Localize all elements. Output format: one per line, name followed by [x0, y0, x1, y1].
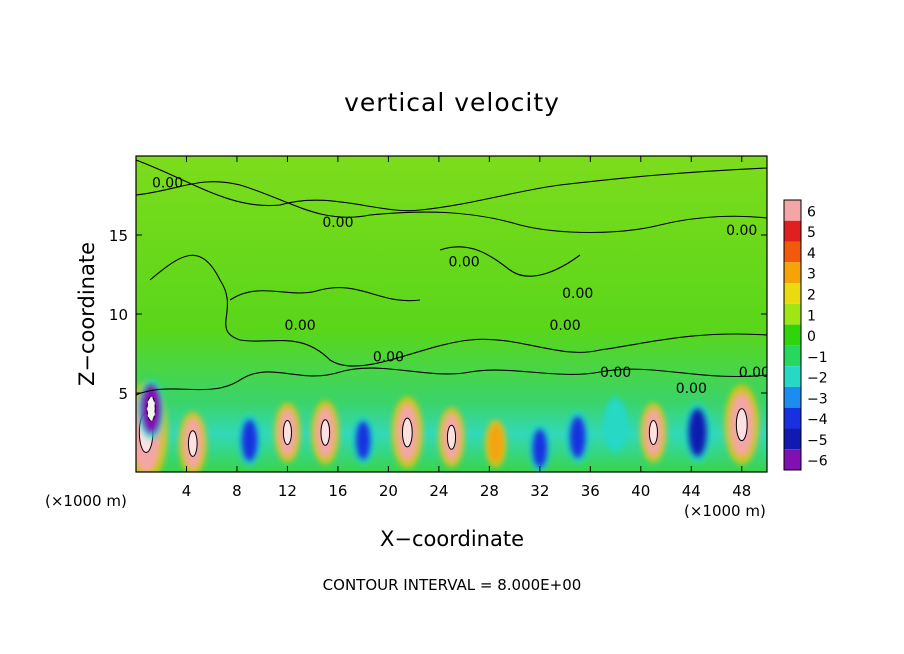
colorbar-swatch	[784, 366, 801, 387]
x-axis-label: X−coordinate	[380, 527, 524, 551]
field-cell-core	[320, 419, 331, 446]
x-tick-label: 48	[732, 482, 751, 500]
contour-line	[149, 254, 767, 367]
contour-label: 0.00	[322, 215, 353, 231]
colorbar-swatch	[784, 283, 801, 304]
colorbar-swatch	[784, 241, 801, 263]
x-tick-label: 20	[379, 482, 398, 500]
colorbar-swatch	[784, 345, 801, 367]
contour-interval-note: CONTOUR INTERVAL = 8.000E+00	[322, 576, 582, 594]
colorbar-swatch	[784, 220, 801, 242]
field-cell-core	[735, 408, 748, 442]
contour-label: 0.00	[152, 176, 183, 192]
x-tick-label: 36	[581, 482, 600, 500]
field-cell-core	[446, 424, 457, 450]
colorbar-swatch	[784, 386, 801, 408]
zero-contours: 0.00 0.00 0.00 0.00 0.00 0.00 0.00 0.00 0.00 0.00…	[136, 159, 770, 397]
contour-line	[136, 367, 767, 396]
field-cell	[241, 419, 258, 462]
colorbar-swatch	[784, 303, 801, 325]
colorbar-level-label: 0	[807, 329, 816, 345]
x-tick-label: 40	[631, 482, 650, 500]
contour-label: 0.00	[600, 365, 631, 381]
x-units-label: (×1000 m)	[684, 502, 766, 520]
colorbar-swatch	[784, 262, 801, 284]
field-cell	[607, 402, 624, 447]
contour-label: 0.00	[739, 365, 770, 381]
x-tick-label: 28	[480, 482, 499, 500]
colorbar-swatch	[784, 449, 801, 470]
contour-label: 0.00	[676, 381, 707, 397]
colorbar-swatch	[784, 324, 801, 346]
colorbar-level-label: −6	[807, 454, 828, 470]
field-cell-core	[401, 417, 413, 448]
colorbar-swatch	[784, 200, 801, 221]
contour-line	[229, 287, 421, 302]
colorbar-level-label: −3	[807, 391, 828, 407]
colorbar-level-label: 3	[807, 267, 816, 283]
colorbar-level-label: 2	[807, 288, 816, 304]
colorbar-swatch	[784, 407, 801, 429]
x-tick-label: 32	[530, 482, 549, 500]
field-cell	[688, 408, 707, 457]
contour-label: 0.00	[562, 286, 593, 302]
field-cell-core	[146, 396, 156, 422]
x-tick-label: 44	[682, 482, 701, 500]
field-cell-core	[648, 420, 658, 445]
field-cell	[488, 424, 503, 463]
x-tick-label: 4	[182, 482, 192, 500]
colorbar-swatch	[784, 428, 801, 450]
colorbar-level-label: 1	[807, 308, 816, 324]
contour-line	[136, 159, 767, 212]
y-tick-label: 15	[109, 227, 128, 245]
colorbar-level-label: 5	[807, 225, 816, 241]
colorbar-level-label: 4	[807, 246, 816, 262]
colorbar-level-label: −4	[807, 412, 828, 428]
x-tick-label: 12	[278, 482, 297, 500]
x-tick-label: 8	[232, 482, 242, 500]
field-cell	[355, 421, 371, 460]
contour-line	[439, 246, 581, 277]
x-tick-label: 16	[328, 482, 347, 500]
contour-label: 0.00	[449, 255, 480, 271]
contour-label: 0.00	[726, 223, 757, 239]
x-tick-label: 24	[429, 482, 448, 500]
contour-label: 0.00	[373, 349, 404, 365]
y-tick-label: 5	[118, 385, 128, 403]
field-cell-core	[187, 430, 198, 457]
contour-line	[136, 181, 767, 234]
colorbar-level-label: −5	[807, 433, 828, 449]
colorbar-level-label: −2	[807, 371, 828, 387]
colorbar: 6 5 4 3 2 1 0 −1 −2 −3 −4 −5 −6	[783, 199, 828, 471]
field-cell	[569, 416, 586, 459]
field-cell	[532, 429, 548, 468]
colorbar-level-label: −1	[807, 350, 828, 366]
y-tick-label: 10	[109, 306, 128, 324]
velocity-field	[136, 156, 767, 472]
field-cell-core	[282, 420, 292, 445]
colorbar-frame	[783, 199, 802, 471]
chart-title: vertical velocity	[344, 88, 560, 117]
contour-label: 0.00	[549, 318, 580, 334]
colorbar-level-label: 6	[807, 204, 816, 220]
contour-label: 0.00	[284, 318, 315, 334]
y-units-label: (×1000 m)	[45, 492, 127, 510]
